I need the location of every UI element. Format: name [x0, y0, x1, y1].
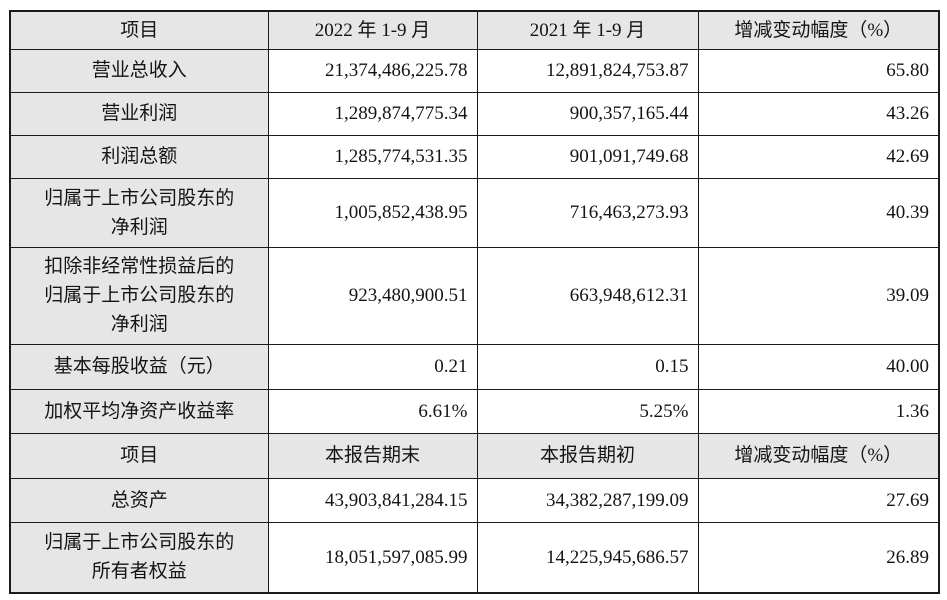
value-prior-period: 12,891,824,753.87	[476, 48, 699, 93]
section1-header-row: 项目 2022 年 1-9 月 2021 年 1-9 月 增减变动幅度（%）	[9, 10, 940, 50]
table-row-total-operating-revenue: 营业总收入 21,374,486,225.78 12,891,824,753.8…	[9, 48, 940, 93]
value-prior-period: 5.25%	[476, 388, 699, 434]
value-period-begin: 14,225,945,686.57	[476, 521, 699, 594]
table-row-total-assets: 总资产 43,903,841,284.15 34,382,287,199.09 …	[9, 477, 940, 523]
value-change-pct: 42.69	[697, 134, 940, 179]
row-label: 加权平均净资产收益率	[9, 388, 269, 434]
table-row-basic-eps: 基本每股收益（元） 0.21 0.15 40.00	[9, 343, 940, 390]
column-header-2021-period: 2021 年 1-9 月	[476, 10, 699, 50]
value-current-period: 1,285,774,531.35	[267, 134, 478, 179]
column-header-change-pct: 增减变动幅度（%）	[697, 10, 940, 50]
row-label: 基本每股收益（元）	[9, 343, 269, 390]
table-row-owners-equity-attributable: 归属于上市公司股东的 所有者权益 18,051,597,085.99 14,22…	[9, 521, 940, 594]
value-change-pct: 43.26	[697, 91, 940, 136]
value-prior-period: 0.15	[476, 343, 699, 390]
table-row-weighted-avg-roe: 加权平均净资产收益率 6.61% 5.25% 1.36	[9, 388, 940, 434]
value-period-end: 18,051,597,085.99	[267, 521, 478, 594]
value-change-pct: 40.00	[697, 343, 940, 390]
table-row-net-profit-attributable: 归属于上市公司股东的 净利润 1,005,852,438.95 716,463,…	[9, 177, 940, 248]
value-change-pct: 65.80	[697, 48, 940, 93]
table-row-total-profit: 利润总额 1,285,774,531.35 901,091,749.68 42.…	[9, 134, 940, 179]
value-prior-period: 900,357,165.44	[476, 91, 699, 136]
value-change-pct: 26.89	[697, 521, 940, 594]
column-header-2022-period: 2022 年 1-9 月	[267, 10, 478, 50]
column-header-change-pct: 增减变动幅度（%）	[697, 432, 940, 479]
value-current-period: 1,005,852,438.95	[267, 177, 478, 248]
value-change-pct: 27.69	[697, 477, 940, 523]
value-current-period: 1,289,874,775.34	[267, 91, 478, 136]
table-row-net-profit-excl-nonrecurring: 扣除非经常性损益后的 归属于上市公司股东的 净利润 923,480,900.51…	[9, 246, 940, 345]
value-prior-period: 716,463,273.93	[476, 177, 699, 248]
row-label: 利润总额	[9, 134, 269, 179]
row-label: 营业总收入	[9, 48, 269, 93]
column-header-item: 项目	[9, 432, 269, 479]
row-label: 归属于上市公司股东的 净利润	[9, 177, 269, 248]
value-change-pct: 40.39	[697, 177, 940, 248]
value-current-period: 0.21	[267, 343, 478, 390]
row-label: 总资产	[9, 477, 269, 523]
table-row-operating-profit: 营业利润 1,289,874,775.34 900,357,165.44 43.…	[9, 91, 940, 136]
column-header-period-begin: 本报告期初	[476, 432, 699, 479]
row-label: 营业利润	[9, 91, 269, 136]
column-header-period-end: 本报告期末	[267, 432, 478, 479]
financial-summary-table: 项目 2022 年 1-9 月 2021 年 1-9 月 增减变动幅度（%） 营…	[9, 10, 940, 594]
value-change-pct: 39.09	[697, 246, 940, 345]
value-current-period: 923,480,900.51	[267, 246, 478, 345]
section2-header-row: 项目 本报告期末 本报告期初 增减变动幅度（%）	[9, 432, 940, 479]
value-period-begin: 34,382,287,199.09	[476, 477, 699, 523]
value-current-period: 6.61%	[267, 388, 478, 434]
value-change-pct: 1.36	[697, 388, 940, 434]
value-prior-period: 901,091,749.68	[476, 134, 699, 179]
value-current-period: 21,374,486,225.78	[267, 48, 478, 93]
column-header-item: 项目	[9, 10, 269, 50]
value-prior-period: 663,948,612.31	[476, 246, 699, 345]
row-label: 扣除非经常性损益后的 归属于上市公司股东的 净利润	[9, 246, 269, 345]
row-label: 归属于上市公司股东的 所有者权益	[9, 521, 269, 594]
value-period-end: 43,903,841,284.15	[267, 477, 478, 523]
